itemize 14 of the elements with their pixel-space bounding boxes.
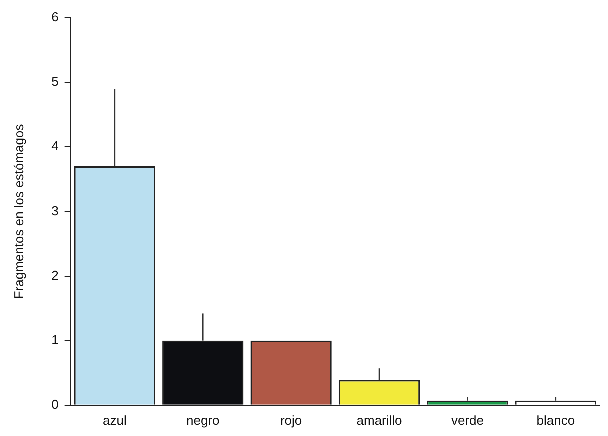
y-tick-label: 6 bbox=[52, 10, 59, 25]
x-tick-label: rojo bbox=[280, 412, 302, 428]
x-tick-label: azul bbox=[103, 412, 127, 428]
x-tick-label: negro bbox=[186, 412, 220, 428]
y-tick-label: 4 bbox=[52, 138, 59, 154]
y-tick-label: 3 bbox=[52, 203, 59, 218]
y-tick-label: 5 bbox=[52, 74, 59, 90]
x-tick-label: amarillo bbox=[356, 412, 402, 428]
y-tick-label: 2 bbox=[52, 268, 59, 283]
y-tick-label: 0 bbox=[52, 396, 59, 412]
x-tick-label: verde bbox=[451, 412, 484, 428]
y-tick-label: 1 bbox=[52, 332, 59, 348]
x-tick-label: blanco bbox=[536, 412, 576, 428]
y-axis-title: Fragmentos en los estómagos bbox=[11, 124, 26, 300]
